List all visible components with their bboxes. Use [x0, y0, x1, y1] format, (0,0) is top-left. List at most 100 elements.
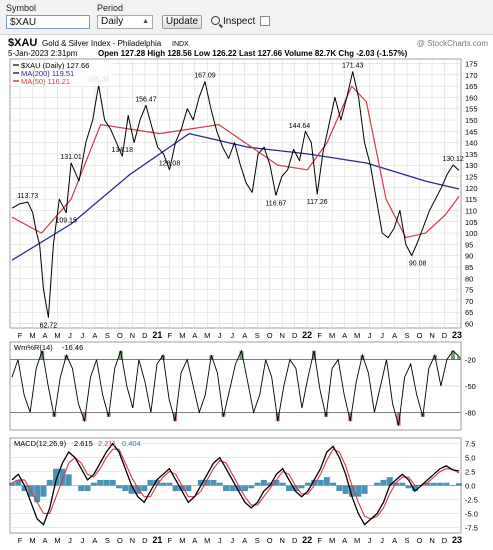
macd-histogram-bar	[210, 479, 217, 486]
macd-x-tick: O	[417, 536, 423, 545]
macd-x-tick: O	[117, 536, 123, 545]
price-x-tick: F	[18, 331, 23, 340]
willr-overbought-fill	[40, 350, 45, 360]
willr-oversold-fill	[275, 412, 280, 422]
macd-histogram-bar	[437, 482, 444, 486]
series-line-ma-50-	[11, 85, 460, 239]
macd-histogram-bar	[399, 482, 406, 486]
price-x-tick: A	[342, 331, 347, 340]
macd-x-tick: A	[192, 536, 197, 545]
macd-histogram-bar	[273, 479, 280, 486]
willr-overbought-fill	[312, 350, 317, 360]
price-x-tick: J	[81, 331, 85, 340]
macd-histogram-bar	[443, 482, 450, 486]
price-x-tick: 23	[452, 330, 462, 340]
price-y-tick: 100	[465, 229, 478, 238]
price-y-tick: 110	[465, 206, 477, 215]
macd-histogram-bar	[46, 479, 53, 486]
willr-lines: -20 -50 -80	[10, 349, 476, 426]
price-point-label: 62.72	[40, 322, 58, 329]
symbol-label: Symbol	[6, 3, 37, 13]
macd-x-tick: D	[142, 536, 148, 545]
macd-x-tick: S	[105, 536, 110, 545]
macd-x-tick: M	[329, 536, 335, 545]
macd-x-tick: D	[442, 536, 448, 545]
macd-histogram-bar	[216, 482, 223, 486]
macd-histogram-bar	[386, 477, 393, 486]
macd-histogram-bar	[304, 482, 311, 486]
update-button[interactable]: Update	[162, 15, 202, 29]
header-datetime: 5-Jan-2023 2:31pm	[8, 49, 78, 58]
macd-histogram-bar	[141, 485, 148, 492]
price-point-label: 167.09	[194, 72, 216, 79]
macd-histogram-bar	[267, 482, 274, 486]
macd-x-tick: D	[292, 536, 298, 545]
price-y-tick: 160	[465, 93, 478, 102]
price-y-tick: 170	[465, 71, 478, 80]
price-x-tick: J	[380, 331, 384, 340]
macd-histogram-bar	[166, 482, 173, 486]
macd-x-tick: A	[92, 536, 97, 545]
macd-histogram-bar	[122, 485, 129, 492]
price-x-tick: O	[417, 331, 423, 340]
select-arrows-icon: ▲	[142, 18, 149, 25]
price-x-tick: S	[255, 331, 260, 340]
price-y-axis: 60 65 70 75 80 85 90 95 100 105 110 115 120 125 130 135…	[465, 60, 478, 329]
macd-y-tick: -2.5	[465, 495, 478, 504]
macd-histogram-bar	[229, 485, 236, 492]
macd-histogram-bar	[53, 468, 60, 486]
macd-histogram-bar	[40, 485, 47, 497]
price-point-label: 130.12	[442, 156, 464, 163]
price-x-tick: D	[142, 331, 148, 340]
macd-histogram-bar	[109, 479, 116, 486]
macd-x-tick: O	[267, 536, 273, 545]
macd-value-3: 0.404	[122, 439, 141, 448]
symbol-input[interactable]	[6, 15, 90, 29]
macd-y-tick: 2.5	[465, 468, 475, 477]
macd-x-tick: 23	[452, 535, 462, 545]
price-x-tick: O	[117, 331, 123, 340]
price-x-tick: A	[92, 331, 97, 340]
price-x-tick: J	[230, 331, 234, 340]
price-x-tick: M	[179, 331, 185, 340]
price-point-label: 109.15	[55, 217, 77, 224]
price-grid	[10, 59, 461, 328]
inspect-checkbox[interactable]	[260, 16, 270, 26]
price-y-tick: 120	[465, 184, 478, 193]
price-y-tick: 60	[465, 319, 473, 328]
macd-histogram-bar	[153, 479, 160, 486]
macd-x-tick: 22	[302, 535, 312, 545]
macd-histogram-bar	[204, 479, 211, 486]
willr-overbought-fill	[118, 350, 123, 360]
macd-x-tick: M	[179, 536, 185, 545]
price-y-tick: 165	[465, 82, 478, 91]
inspect-toggle[interactable]: Inspect	[211, 15, 255, 29]
price-y-tick: 130	[465, 161, 478, 170]
legend-ma50: MA(50) 116.21	[21, 77, 70, 86]
inspect-label: Inspect	[223, 16, 256, 27]
series-line--xau-daily-	[11, 71, 460, 318]
price-y-tick: 145	[465, 127, 478, 136]
price-y-tick: 70	[465, 297, 473, 306]
macd-histogram-bar	[323, 477, 330, 486]
willr-oversold-fill	[348, 412, 353, 422]
price-point-label: 116.67	[265, 200, 286, 207]
macd-histogram-bar	[411, 485, 418, 492]
willr-y-tick: -50	[465, 382, 476, 391]
period-select[interactable]: Daily ▲	[97, 15, 153, 29]
price-y-tick: 115	[465, 195, 477, 204]
macd-histogram-bar	[78, 485, 85, 492]
macd-histogram-bar	[430, 482, 437, 486]
magnifier-icon	[211, 16, 220, 25]
macd-histogram-bar	[116, 485, 123, 489]
price-point-label: 113.73	[17, 193, 38, 200]
macd-y-tick: -5.0	[465, 509, 478, 518]
macd-signal-line	[11, 448, 460, 520]
price-point-label: 90.08	[409, 260, 427, 267]
legend-price: $XAU (Daily) 127.66	[21, 61, 89, 70]
macd-histogram-bar	[9, 482, 15, 486]
price-y-tick: 105	[465, 218, 478, 227]
price-y-tick: 125	[465, 173, 478, 182]
price-y-tick: 175	[465, 60, 478, 69]
macd-histogram-bar	[84, 485, 91, 492]
